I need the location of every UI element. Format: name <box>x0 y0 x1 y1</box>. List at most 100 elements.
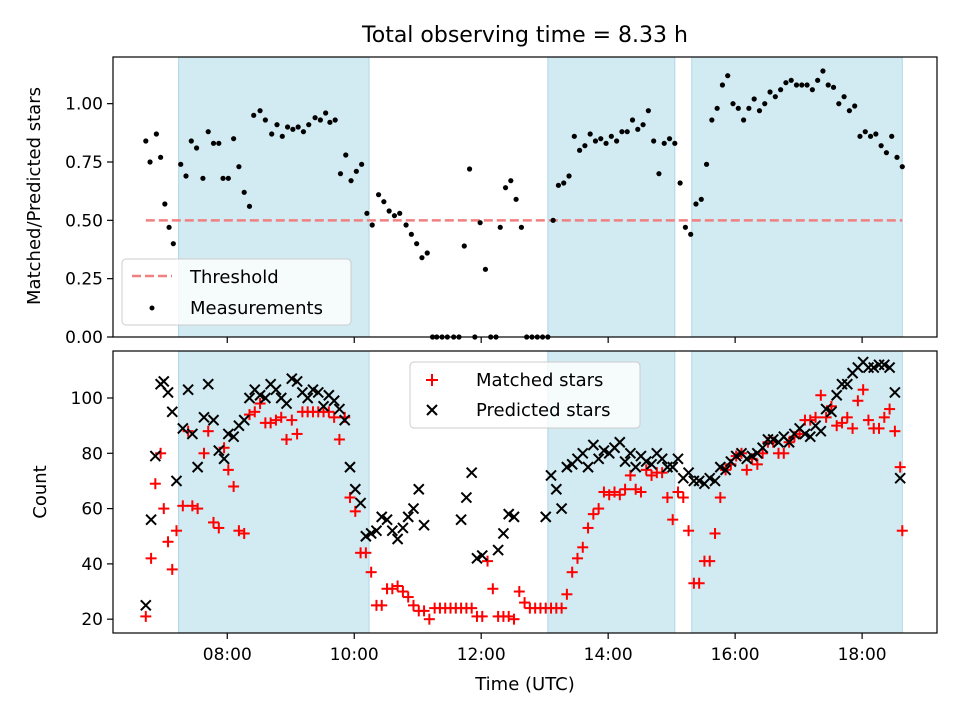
measurement-point <box>414 241 420 247</box>
predicted-star-point <box>624 447 637 460</box>
predicted-x-b <box>170 475 183 487</box>
matched-star-point <box>820 411 832 423</box>
measurement-point <box>703 161 710 167</box>
matched-star-point <box>166 563 178 575</box>
predicted-x-b <box>555 502 568 515</box>
matched-star-point <box>852 395 864 407</box>
predicted-star-point <box>719 464 732 476</box>
measurement-point <box>274 122 280 128</box>
predicted-x-b <box>381 513 393 526</box>
matched-star-point <box>757 447 769 459</box>
matched-star-point <box>162 536 174 548</box>
predicted-x-b <box>545 469 557 482</box>
predicted-star-point <box>227 430 240 443</box>
top-y-axis-label: Matched/Predicted stars <box>24 87 45 305</box>
predicted-star-point <box>476 549 488 562</box>
predicted-star-point <box>550 483 563 495</box>
measurement-point <box>205 129 211 135</box>
matched-star-point <box>407 599 419 611</box>
measurement-point <box>200 175 206 181</box>
measurement-point <box>740 117 747 123</box>
matched-star-point <box>254 398 266 410</box>
measurement-point <box>348 178 354 184</box>
top-legend-box <box>121 258 352 326</box>
measurement-point <box>147 159 153 165</box>
matched-star-point <box>709 527 721 539</box>
predicted-x-b <box>799 428 811 440</box>
measurement-point <box>518 224 525 230</box>
measurement-point <box>587 131 593 137</box>
measurement-point <box>550 217 556 223</box>
measurement-point <box>284 124 291 130</box>
predicted-x-b <box>166 406 178 418</box>
predicted-star-point <box>592 453 605 465</box>
predicted-star-point <box>582 461 594 473</box>
matched-star-point <box>198 447 210 459</box>
predicted-star-point <box>170 475 183 487</box>
predicted-star-point <box>555 502 568 515</box>
matched-star-point <box>656 467 668 479</box>
top-shaded-interval <box>691 56 903 338</box>
predicted-x-b <box>186 428 199 440</box>
bottom-plot-frame <box>112 350 938 634</box>
predicted-star-point <box>460 491 473 504</box>
predicted-x-b <box>809 419 822 432</box>
matched-star-point <box>841 411 853 423</box>
measurement-point <box>566 173 572 179</box>
measurement-point <box>857 133 863 139</box>
measurement-point <box>153 131 159 137</box>
predicted-star-point <box>492 544 504 556</box>
measurement-point <box>246 203 253 209</box>
x-tick-label: 12:00 <box>457 645 506 665</box>
measurement-point <box>178 161 184 167</box>
predicted-x-b <box>502 508 515 520</box>
predicted-x-b <box>709 475 721 487</box>
predicted-x-b <box>370 524 383 537</box>
predicted-x-b <box>883 361 896 374</box>
measurement-point <box>466 166 473 172</box>
measurement-point <box>158 154 164 160</box>
matched-star-point <box>714 492 726 504</box>
predicted-star-point <box>317 400 330 413</box>
predicted-x-b <box>577 447 589 460</box>
measurement-point <box>682 224 688 230</box>
predicted-star-point <box>166 406 178 418</box>
matched-star-point <box>482 555 494 567</box>
measurement-point <box>767 89 773 95</box>
predicted-star-point <box>140 599 152 612</box>
predicted-x-b <box>238 414 250 426</box>
predicted-x-b <box>672 453 684 465</box>
top-shaded-interval <box>547 56 676 338</box>
predicted-star-point <box>386 524 399 537</box>
predicted-x-b <box>182 383 194 396</box>
predicted-x-b <box>291 375 303 388</box>
predicted-x-b <box>344 461 356 473</box>
measurement-point <box>381 199 387 205</box>
measurement-point <box>386 208 392 214</box>
measurement-point <box>608 133 614 139</box>
measurement-point <box>369 222 375 228</box>
x-tick-label: 16:00 <box>711 645 760 665</box>
predicted-x-b <box>264 378 277 390</box>
measurement-point <box>603 140 609 146</box>
top-y-tick-label: 1.00 <box>65 95 103 115</box>
matched-star-point <box>894 461 906 473</box>
predicted-x-b <box>614 436 626 448</box>
predicted-star-point <box>207 414 220 426</box>
measurement-point <box>312 115 318 121</box>
predicted-x-b <box>492 544 504 556</box>
predicted-star-point <box>312 386 324 399</box>
predicted-star-point <box>213 444 225 457</box>
x-tick-label: 10:00 <box>330 645 379 665</box>
predicted-star-point <box>830 389 843 401</box>
measurement-point <box>555 182 562 188</box>
predicted-x-b <box>460 491 473 504</box>
predicted-star-point <box>198 411 210 424</box>
predicted-star-point <box>328 395 340 407</box>
measurement-point <box>862 129 868 135</box>
predicted-x-b <box>815 425 827 437</box>
measurement-point <box>878 143 884 149</box>
matched-star-point <box>158 503 170 515</box>
measurement-point <box>424 250 430 256</box>
top-y-tick-label: 0.00 <box>65 328 103 348</box>
